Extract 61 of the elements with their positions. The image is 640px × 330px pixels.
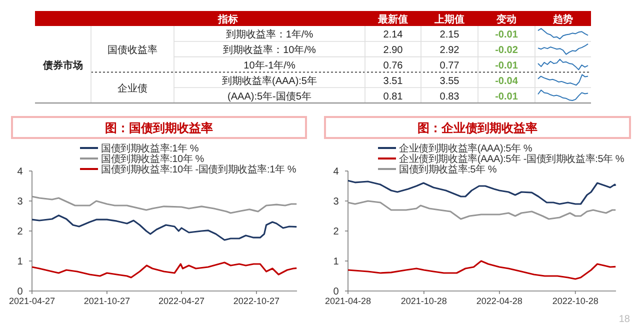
line-series	[347, 180, 616, 205]
x-tick-label: 2021-10-27	[84, 296, 130, 306]
text: 18	[618, 314, 630, 325]
y-tick-label: 4	[17, 166, 24, 178]
text: 国债收益率	[108, 44, 158, 56]
y-tick-label: 1	[333, 256, 340, 268]
data-label: 3.51	[383, 76, 404, 87]
data-label: 0.76	[383, 60, 404, 72]
x-tick-label: 2022-04-28	[476, 296, 522, 306]
y-tick-label: 3	[333, 196, 340, 208]
y-tick-label: 0	[17, 286, 24, 298]
data-label: 2.15	[440, 30, 460, 41]
y-tick-label: 3	[17, 196, 24, 208]
data-label: 3.55	[440, 76, 460, 87]
x-tick-label: 2021-10-28	[400, 296, 447, 306]
data-label: 2.92	[440, 45, 460, 56]
line-series	[31, 214, 298, 241]
chart-title: 图：国债到期收益率	[105, 121, 213, 135]
text: 趋势	[552, 14, 573, 26]
x-tick-label: 2022-04-27	[158, 296, 205, 306]
data-label: 2.14	[383, 30, 404, 41]
legend-label: 国债到期收益率:10年 -国债到期收益率:1年 %	[101, 164, 296, 176]
y-tick-label: 4	[333, 166, 340, 178]
text: 企业债	[118, 82, 148, 95]
legend-label: 企业债到期收益率(AAA):5年 -国债到期收益率:5年 %	[399, 153, 624, 165]
data-label: -0.01	[495, 91, 518, 102]
line-series	[31, 262, 298, 278]
x-tick-label: 2022-10-27	[233, 296, 280, 306]
y-tick-label: 2	[17, 226, 24, 238]
data-label: -0.01	[495, 30, 518, 41]
x-tick-label: 2021-04-28	[324, 296, 372, 306]
data-label: 0.81	[383, 91, 404, 102]
data-label: -0.02	[495, 45, 518, 56]
category-label: (AAA):5年-国债5年	[228, 90, 312, 102]
x-tick-label: 2021-04-27	[8, 296, 56, 306]
category-label: 到期收益率(AAA):5年	[222, 74, 318, 87]
data-label: -0.04	[495, 76, 518, 87]
y-tick-label: 1	[17, 256, 24, 268]
data-label: 0.83	[440, 91, 460, 102]
chart-title: 图：企业债到期收益率	[418, 121, 538, 135]
line-series	[347, 200, 616, 220]
category-label: 到期收益率：10年/%	[223, 44, 316, 56]
line-series	[31, 196, 298, 214]
x-tick-label: 2022-10-28	[552, 296, 598, 306]
data-label: -0.01	[495, 60, 518, 72]
data-label: 0.77	[440, 60, 460, 72]
legend-label: 国债到期收益率:10年 %	[101, 153, 204, 165]
legend-label: 国债到期收益率:1年 %	[101, 142, 199, 154]
text: 债券市场	[42, 60, 83, 72]
category-label: 10年-1年/%	[244, 60, 296, 72]
text: 变动	[496, 14, 516, 26]
text: 指标	[217, 14, 238, 26]
y-tick-label: 2	[333, 226, 340, 238]
data-label: 2.90	[383, 45, 404, 56]
y-tick-label: 0	[333, 286, 340, 298]
text: 上期值	[434, 14, 464, 26]
legend-label: 企业债到期收益率(AAA):5年 %	[399, 142, 532, 154]
line-series	[347, 260, 616, 280]
text: 最新值	[377, 14, 408, 26]
legend-label: 国债到期收益率:5年 %	[399, 164, 497, 176]
category-label: 到期收益率：1年/%	[226, 28, 314, 41]
